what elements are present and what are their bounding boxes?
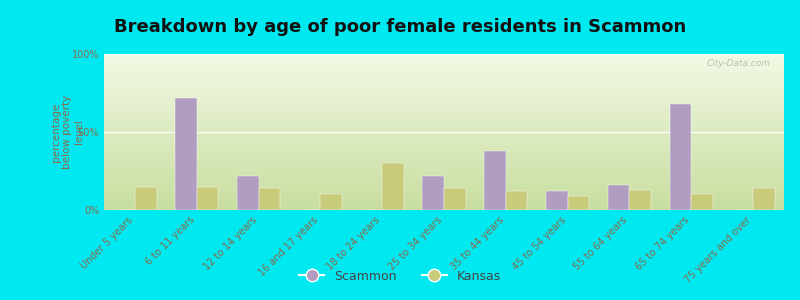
Y-axis label: percentage
below poverty
level: percentage below poverty level	[51, 95, 84, 169]
Bar	[691, 194, 713, 210]
Bar	[753, 188, 774, 210]
Text: City-Data.com: City-Data.com	[706, 59, 770, 68]
Bar	[568, 196, 590, 210]
Legend: Scammon, Kansas: Scammon, Kansas	[294, 265, 506, 288]
Bar	[422, 176, 444, 210]
Bar	[630, 190, 651, 210]
Bar	[237, 176, 258, 210]
Bar	[382, 163, 404, 210]
Bar	[546, 191, 568, 210]
Bar	[197, 187, 218, 210]
Bar	[320, 194, 342, 210]
Bar	[484, 151, 506, 210]
Bar	[175, 98, 197, 210]
Bar	[506, 191, 527, 210]
Text: Breakdown by age of poor female residents in Scammon: Breakdown by age of poor female resident…	[114, 18, 686, 36]
Bar	[258, 188, 280, 210]
Bar	[444, 188, 466, 210]
Bar	[670, 104, 691, 210]
Bar	[608, 185, 630, 210]
Bar	[135, 187, 157, 210]
